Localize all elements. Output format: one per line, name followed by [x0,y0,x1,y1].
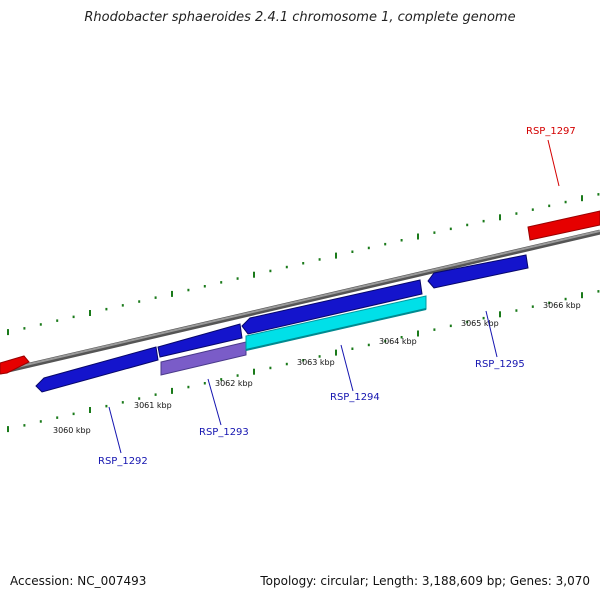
leader-line-rsp-1295 [485,310,498,358]
cds-feature-cyan-edge [245,308,427,351]
scale-label-3064: 3064 kbp [379,337,417,346]
scale-label-3063: 3063 kbp [297,358,335,367]
outer-tick-track [7,193,600,336]
inner-tick-track [7,290,600,433]
leader-line-rsp-1292 [108,406,122,454]
leader-line-rsp-1293 [207,378,222,426]
gene-label-rsp-1295[interactable]: RSP_1295 [475,359,525,370]
scale-label-3061: 3061 kbp [134,401,172,410]
gene-label-rsp-1292[interactable]: RSP_1292 [98,456,148,467]
scale-label-3060: 3060 kbp [53,426,91,435]
scale-label-3066: 3066 kbp [543,301,581,310]
leader-line-rsp-1294 [340,344,354,392]
leader-line-rsp-1297 [547,139,560,187]
gene-label-rsp-1294[interactable]: RSP_1294 [330,392,380,403]
genome-summary-text: Topology: circular; Length: 3,188,609 bp… [260,574,590,588]
gene-arrow-rsp-1295[interactable] [427,254,529,289]
gene-arrow-rsp-1297[interactable] [527,210,600,241]
gene-arrow-rsp-1294[interactable] [241,279,423,335]
gene-label-rsp-1293[interactable]: RSP_1293 [199,427,249,438]
gene-label-rsp-1297[interactable]: RSP_1297 [526,126,576,137]
map-title: Rhodobacter sphaeroides 2.4.1 chromosome… [84,10,516,25]
gene-arrow-rsp-1292[interactable] [35,346,159,393]
gene-arrow-left-edge[interactable] [0,355,30,375]
scale-label-3062: 3062 kbp [215,379,253,388]
chromosome-backbone-highlight [0,230,600,372]
accession-text: Accession: NC_007493 [10,574,147,588]
gene-arrow-rsp-1293[interactable] [157,323,243,358]
cds-feature-purple[interactable] [160,341,247,376]
scale-label-3065: 3065 kbp [461,319,499,328]
